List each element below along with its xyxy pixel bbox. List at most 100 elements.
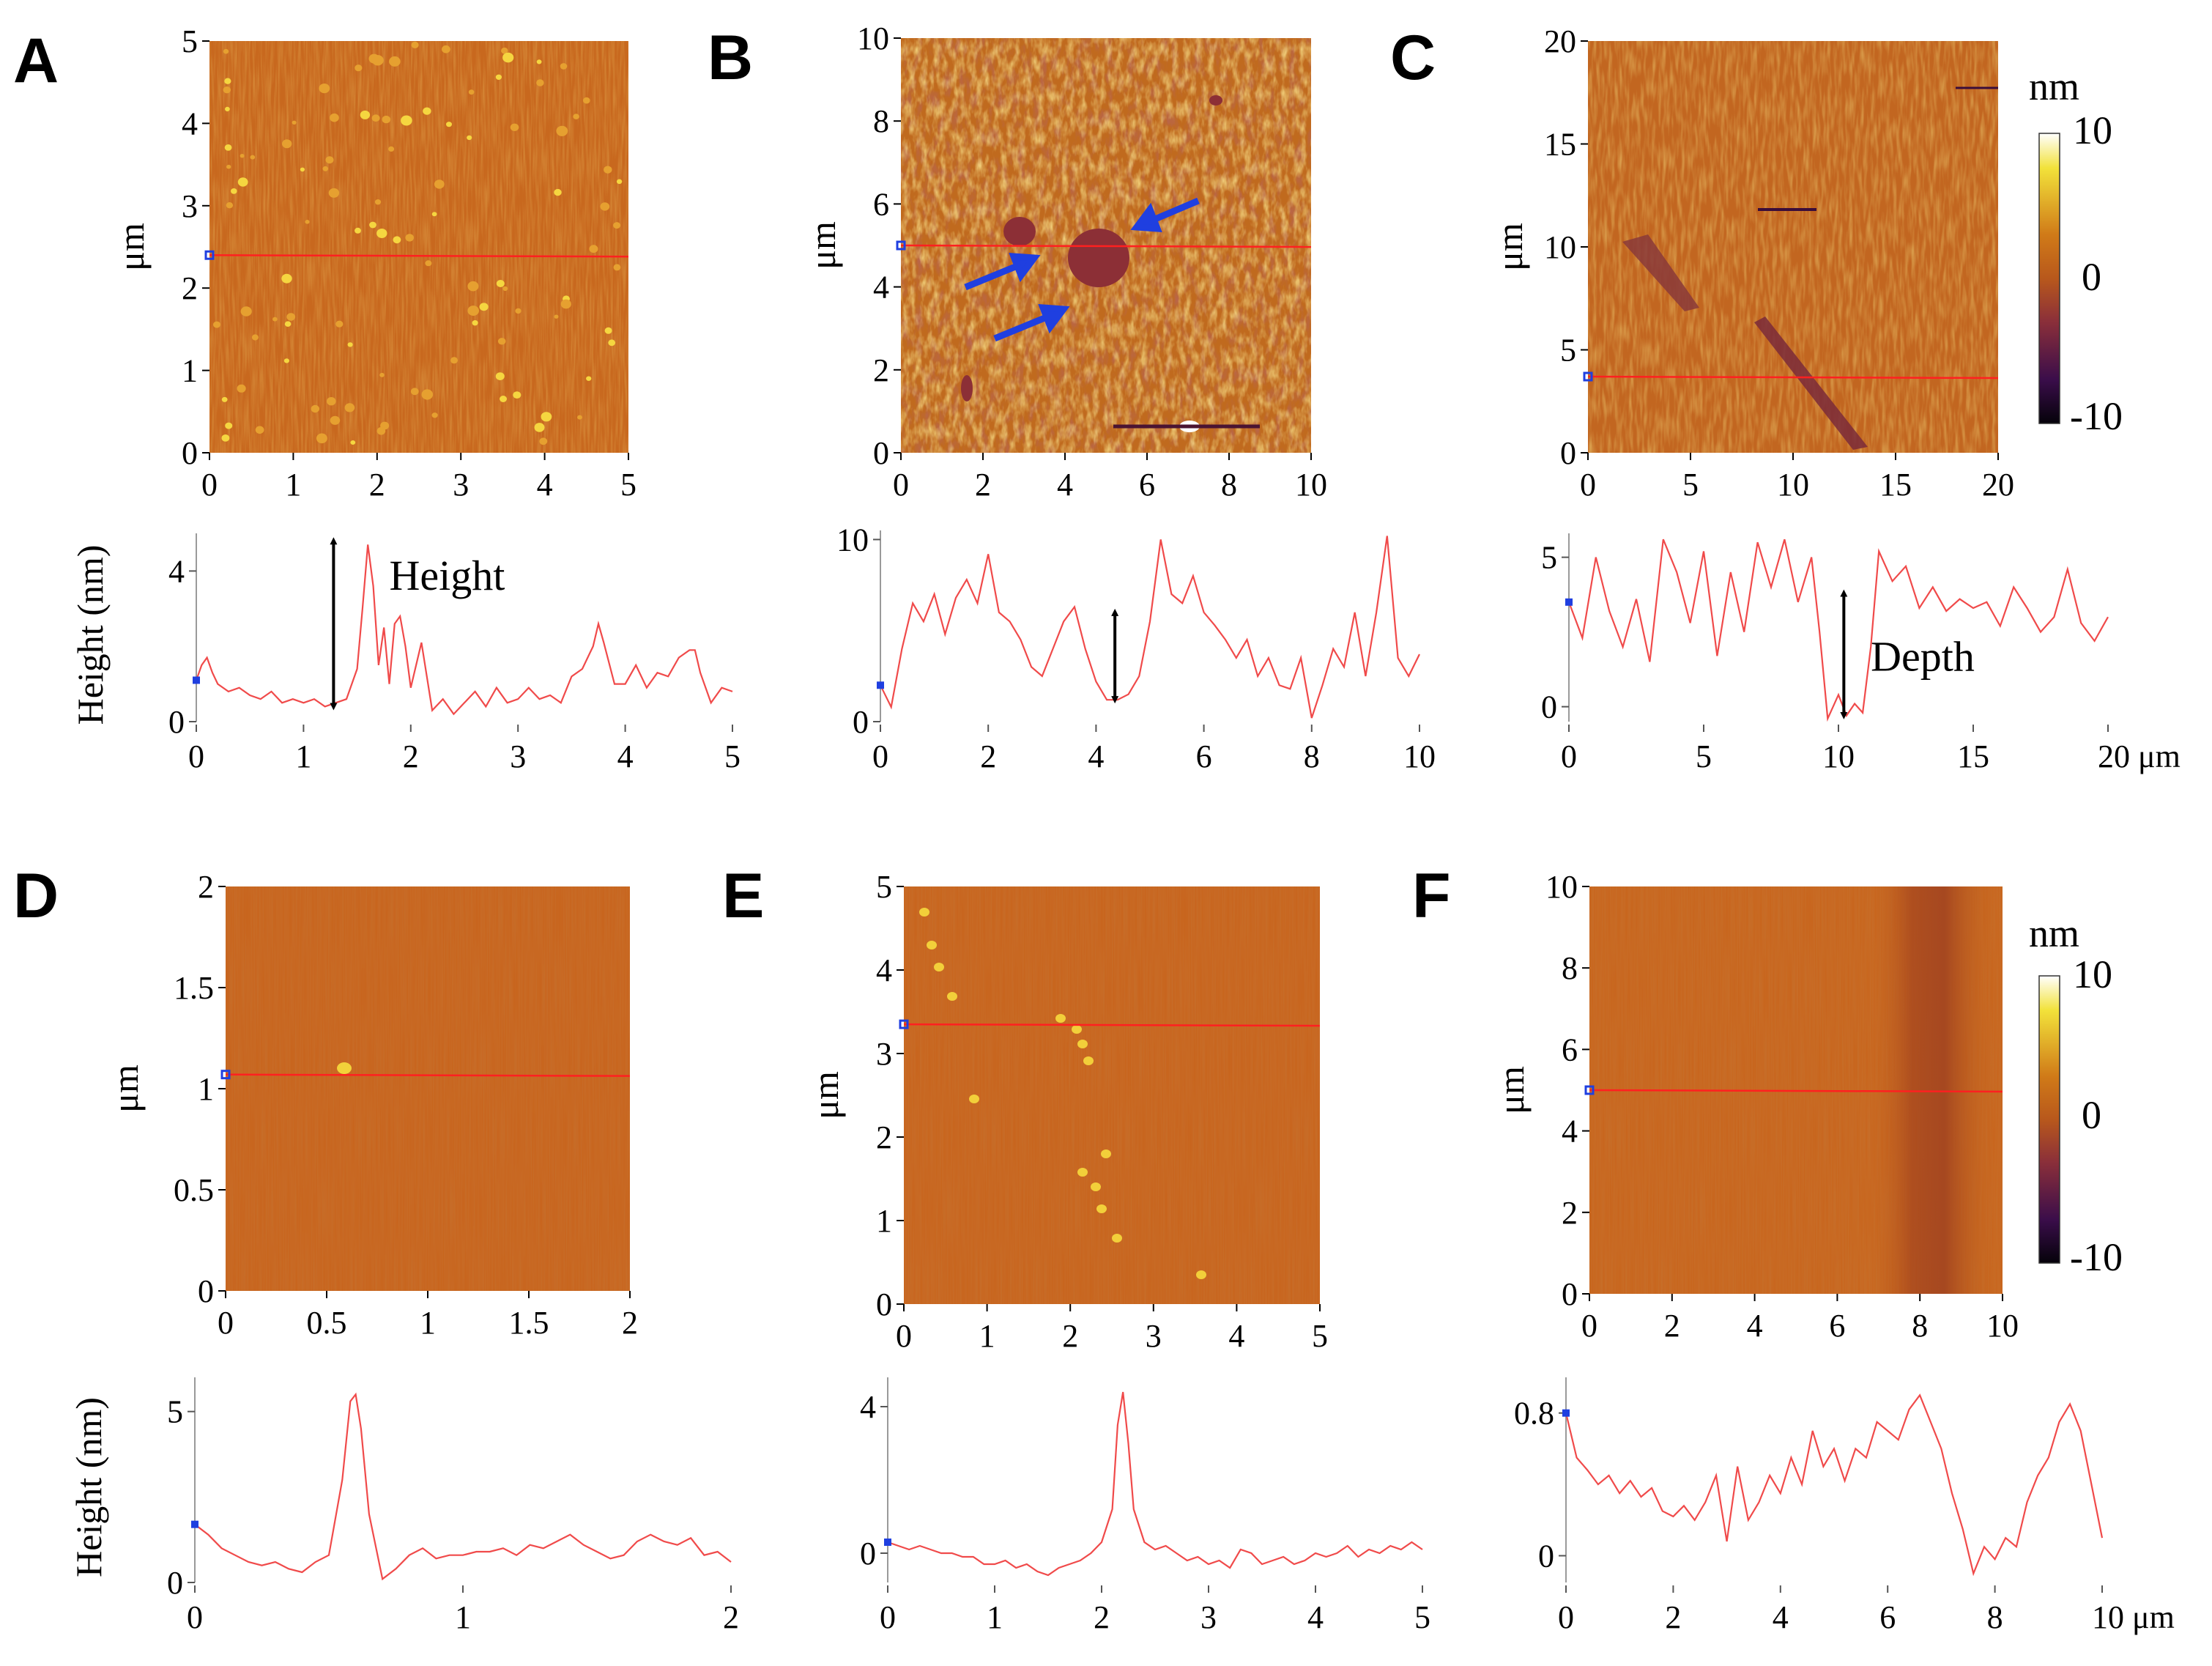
image-a-particle	[221, 434, 230, 442]
panel-d: 0 0.5 1 1.5 2 0 0.5 1 1.5 2 μm 0 1 2 0 5 Height (nm)	[68, 869, 739, 1635]
image-b-xtick-label: 10	[1295, 467, 1327, 503]
image-a-particle	[223, 48, 229, 54]
image-a-particle	[330, 113, 339, 122]
image-d-ytick-label: 1.5	[174, 970, 214, 1006]
colorbar-bottom-tick-min: -10	[2070, 1235, 2123, 1279]
image-a-particle	[350, 440, 356, 445]
image-d-particle	[337, 1062, 352, 1074]
image-a-ytick-label: 0	[182, 435, 198, 471]
image-a-particle	[502, 52, 514, 63]
colorbar-top: nm 10 0 -10	[2029, 64, 2123, 438]
profile-b-ytick-label: 10	[836, 522, 869, 558]
profile-e-xtick-label: 1	[987, 1599, 1003, 1635]
profile-a-ytick-label: 4	[168, 553, 185, 589]
image-a-particle	[379, 372, 385, 377]
colorbar-bottom-unit: nm	[2029, 911, 2079, 955]
image-e-ytick-label: 1	[876, 1203, 892, 1239]
profile-a-start-marker	[193, 676, 200, 684]
profile-d-start-marker	[191, 1520, 198, 1528]
image-e-xtick-label: 2	[1062, 1318, 1078, 1354]
profile-c-xtick-label: 10	[1822, 738, 1855, 774]
image-c-groove-1	[1622, 234, 1699, 311]
image-a-particle	[450, 357, 458, 364]
image-e-particle	[1077, 1040, 1088, 1048]
image-a-particle	[371, 114, 380, 122]
profile-e-start-marker	[884, 1539, 891, 1546]
image-a-particle	[237, 177, 248, 187]
profile-e-ytick-label: 0	[860, 1536, 876, 1571]
image-a-particle	[251, 334, 259, 341]
image-f-ytick-label: 0	[1562, 1276, 1578, 1312]
image-a-particle	[583, 97, 590, 104]
image-a-xtick-label: 1	[285, 467, 301, 503]
image-a-particle	[479, 303, 489, 311]
colorbar-top-tick-min: -10	[2070, 394, 2123, 438]
image-a-particle	[335, 320, 344, 327]
image-c-scan-line	[1587, 375, 1999, 380]
image-a-particle	[311, 404, 319, 413]
image-a-particle	[286, 313, 296, 321]
image-a-particle	[325, 156, 334, 164]
blue-arrow-3	[1148, 197, 1200, 225]
image-a-particle	[560, 63, 568, 70]
image-e-xtick-label: 0	[896, 1318, 912, 1354]
image-f-xtick-label: 2	[1664, 1308, 1680, 1344]
image-a-particle	[554, 314, 559, 319]
image-e-xtick-label: 4	[1228, 1318, 1244, 1354]
image-a-ylabel: μm	[111, 223, 152, 271]
image-e-xtick-label: 5	[1312, 1318, 1328, 1354]
image-a-particle	[347, 342, 353, 347]
image-a-particle	[423, 107, 431, 115]
image-a-particle	[573, 114, 579, 119]
image-a-particle	[604, 327, 612, 334]
image-b-ytick-label: 10	[857, 21, 889, 56]
image-d-scan-marker	[220, 1070, 231, 1080]
image-f-ytick-label: 2	[1562, 1195, 1578, 1231]
image-f-ytick-label: 4	[1562, 1114, 1578, 1149]
image-a-xtick-label: 5	[620, 467, 636, 503]
image-a-particle	[510, 123, 519, 131]
colorbar-top-bar	[2038, 133, 2060, 424]
image-a-ytick-label: 3	[182, 188, 198, 224]
image-b-pit-top	[1209, 95, 1222, 105]
image-f-xtick-label: 8	[1912, 1308, 1928, 1344]
image-a-particle	[292, 120, 297, 125]
profile-b-start-marker	[877, 681, 884, 689]
image-e-particle	[1055, 1014, 1066, 1023]
image-a-particle	[225, 106, 230, 111]
profile-e-xtick-label: 5	[1414, 1599, 1430, 1635]
image-a-particle	[376, 427, 386, 435]
image-a-particle	[368, 53, 379, 64]
image-a-xtick-label: 2	[369, 467, 385, 503]
image-f-scan-line	[1589, 1089, 2003, 1093]
blue-arrow-1	[964, 260, 1024, 291]
image-c-xtick-label: 20	[1982, 467, 2014, 503]
image-a-particle	[496, 280, 505, 287]
image-a-particle	[282, 139, 292, 149]
profile-a-ytick-label: 0	[168, 704, 185, 740]
image-a-particle	[322, 166, 329, 171]
image-a-particle	[539, 437, 548, 445]
image-a-particle	[355, 64, 363, 72]
image-e-particle	[947, 992, 957, 1001]
image-a-particle	[431, 412, 438, 418]
image-a-texture	[209, 41, 628, 453]
profile-c-xtick-label: 0	[1561, 738, 1577, 774]
image-a-particle	[495, 372, 505, 380]
image-a-particle	[534, 423, 545, 432]
image-f-xtick-label: 10	[1986, 1308, 2019, 1344]
image-a-particle	[468, 89, 475, 95]
profile-a-xtick-label: 0	[188, 738, 204, 774]
colorbar-bottom-bar	[2038, 975, 2060, 1264]
image-a-particle	[446, 122, 452, 127]
profile-f-xtick-label: 2	[1665, 1599, 1681, 1635]
colorbar-bottom: nm 10 0 -10	[2029, 911, 2123, 1279]
image-a-particle	[330, 415, 341, 425]
image-a-particle	[240, 306, 252, 316]
blue-arrow-1-head	[1009, 253, 1041, 283]
image-f-scan-marker	[1584, 1085, 1595, 1095]
image-a-particle	[213, 321, 220, 328]
profile-c-start-marker	[1565, 598, 1573, 606]
